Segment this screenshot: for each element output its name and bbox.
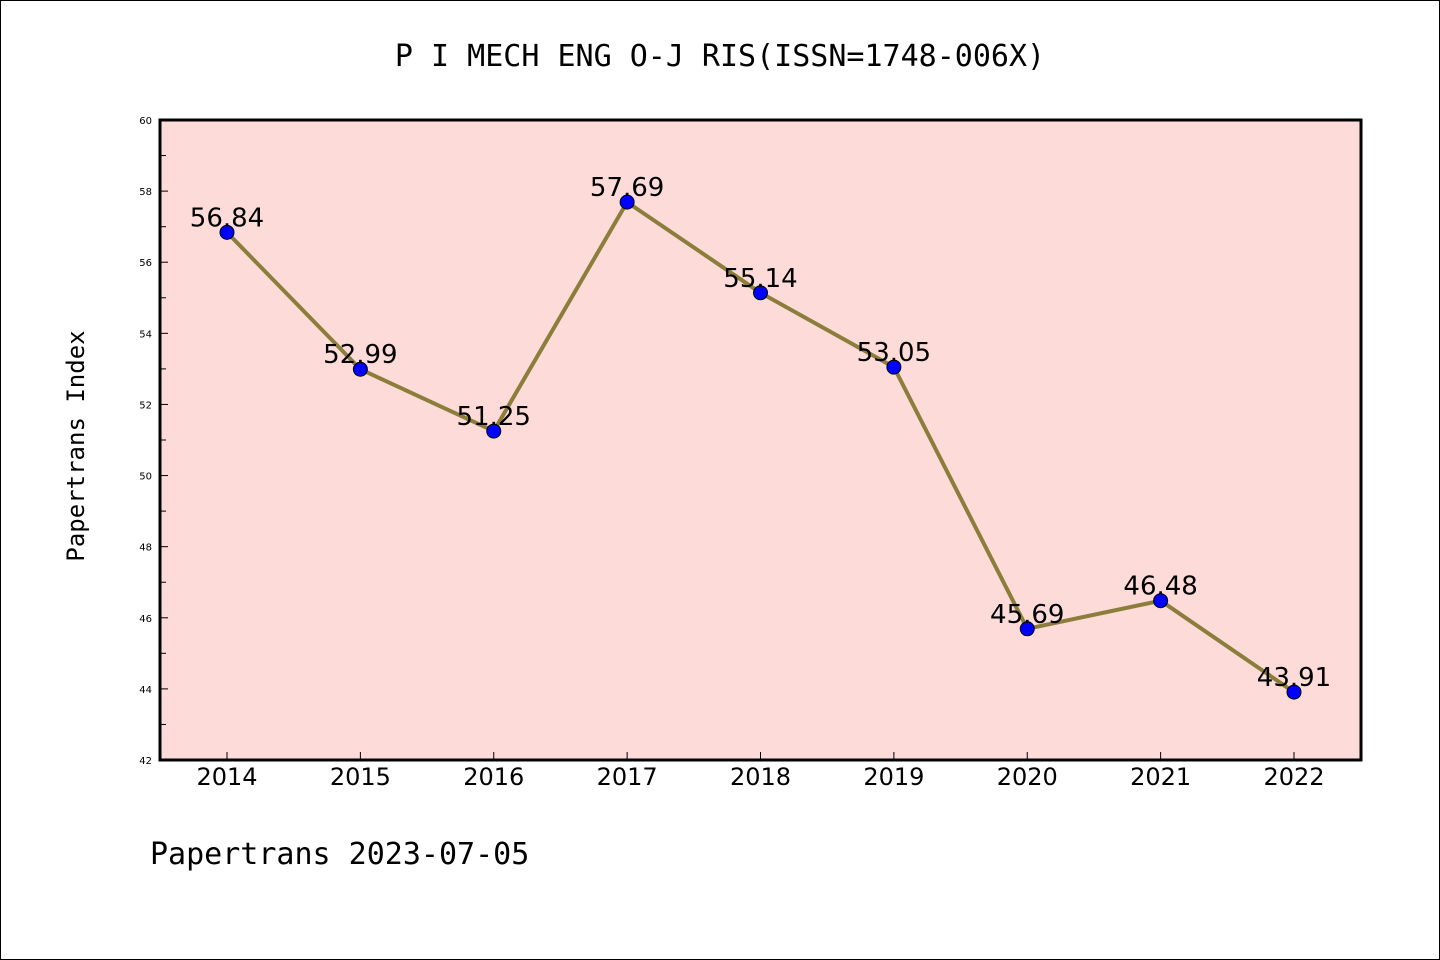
y-axis-label: Papertrans Index (62, 330, 90, 561)
data-point (753, 285, 768, 301)
data-label: 51.25 (457, 402, 531, 432)
y-tick-label: 54 (139, 329, 152, 340)
y-tick-label: 56 (139, 258, 152, 269)
x-tick-label: 2017 (597, 763, 658, 791)
y-tick-label: 44 (139, 685, 152, 696)
y-tick-label: 60 (139, 116, 152, 127)
data-point (1286, 684, 1302, 700)
footer-text: Papertrans 2023-07-05 (150, 837, 529, 872)
x-tick-label: 2019 (863, 763, 924, 791)
x-tick-label: 2014 (196, 763, 257, 791)
data-label: 46.48 (1123, 572, 1197, 602)
data-point (486, 423, 502, 439)
data-label: 45.69 (990, 600, 1064, 630)
chart-title: P I MECH ENG O-J RIS(ISSN=1748-006X) (395, 39, 1045, 74)
y-tick-label: 50 (139, 472, 152, 483)
data-label: 53.05 (857, 338, 931, 368)
y-tick-label: 42 (139, 756, 152, 767)
plot-border (158, 118, 1363, 762)
x-tick-label: 2016 (463, 763, 524, 791)
y-tick-label: 52 (139, 400, 152, 411)
data-point (1019, 621, 1035, 637)
data-point (219, 224, 235, 240)
data-label: 57.69 (590, 173, 664, 203)
x-tick-label: 2022 (1263, 763, 1324, 791)
data-point (1153, 593, 1169, 609)
data-label: 56.84 (190, 203, 264, 233)
x-tick-label: 2021 (1130, 763, 1191, 791)
data-point (886, 359, 902, 375)
x-tick-label: 2018 (730, 763, 791, 791)
y-tick-label: 46 (139, 614, 152, 625)
data-label: 52.99 (323, 340, 397, 370)
data-point (619, 194, 635, 210)
plot-area (160, 120, 1361, 760)
y-tick-label: 58 (139, 187, 152, 198)
data-label: 43.91 (1257, 663, 1331, 693)
y-tick-label: 48 (139, 543, 152, 554)
data-point (352, 361, 368, 377)
data-label: 55.14 (723, 264, 797, 294)
x-tick-label: 2015 (330, 763, 391, 791)
x-tick-label: 2020 (997, 763, 1058, 791)
